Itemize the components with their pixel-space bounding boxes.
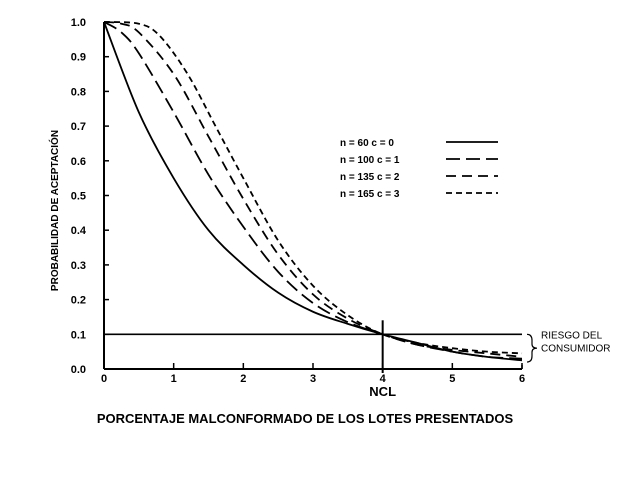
annotations: NCL RIESGO DEL CONSUMIDOR xyxy=(104,320,610,399)
x-tick-label: 3 xyxy=(310,373,316,385)
y-tick-label: 0.6 xyxy=(71,156,86,168)
series-line-4 xyxy=(103,21,523,355)
series-line-2 xyxy=(103,21,523,360)
legend-label: n = 100 c = 1 xyxy=(340,155,400,166)
x-tick-label: 4 xyxy=(380,373,387,385)
y-tick-label: 0.7 xyxy=(71,121,86,133)
consumer-risk-label-line1: RIESGO DEL xyxy=(541,330,603,341)
legend-label: n = 135 c = 2 xyxy=(340,172,400,183)
y-tick-label: 0.8 xyxy=(71,86,86,98)
y-tick-label: 0.1 xyxy=(71,329,86,341)
consumer-risk-brace xyxy=(526,333,538,363)
legend: n = 60 c = 0 n = 100 c = 1 n = 135 c = 2 n … xyxy=(340,138,498,200)
x-tick-label: 2 xyxy=(240,373,246,385)
series-line-3 xyxy=(103,21,523,358)
x-tick-label: 5 xyxy=(449,373,455,385)
y-axis-title: PROBABILIDAD DE ACEPTACIÓN xyxy=(48,130,61,291)
y-tick-label: 0.0 xyxy=(71,364,86,376)
y-tick-label: 0.9 xyxy=(71,52,86,64)
y-tick-label: 0.4 xyxy=(71,225,87,237)
x-tick-label: 1 xyxy=(171,373,177,385)
consumer-risk-label-line2: CONSUMIDOR xyxy=(541,343,610,354)
x-tick-label: 6 xyxy=(519,373,525,385)
ncl-label: NCL xyxy=(369,384,396,399)
y-tick-label: 0.3 xyxy=(71,260,86,272)
y-tick-label: 0.2 xyxy=(71,295,86,307)
axes: 0 1 2 3 4 5 6 0.0 0.1 0.2 0.3 0.4 0.5 0.6 0.7 0.8 0.9 1.0 xyxy=(71,17,525,385)
y-tick-label: 1.0 xyxy=(71,17,86,29)
series-line-1 xyxy=(103,21,523,362)
series-layer xyxy=(103,21,523,362)
x-axis-title: PORCENTAJE MALCONFORMADO DE LOS LOTES PR… xyxy=(97,411,514,426)
legend-label: n = 60 c = 0 xyxy=(340,138,394,149)
legend-label: n = 165 c = 3 xyxy=(340,189,400,200)
y-tick-label: 0.5 xyxy=(71,191,86,203)
x-tick-label: 0 xyxy=(101,373,107,385)
